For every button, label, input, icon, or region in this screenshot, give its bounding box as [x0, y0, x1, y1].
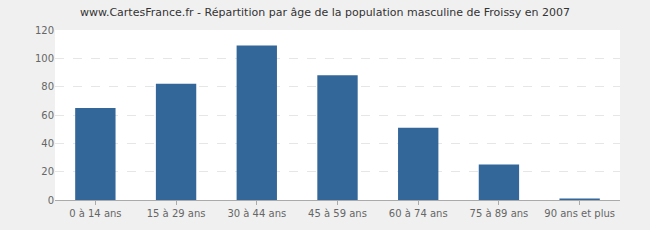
svg-text:60: 60: [41, 110, 54, 121]
svg-text:100: 100: [35, 53, 54, 64]
svg-text:15 à 29 ans: 15 à 29 ans: [147, 208, 206, 219]
svg-text:www.CartesFrance.fr - Répartit: www.CartesFrance.fr - Répartition par âg…: [80, 6, 570, 19]
svg-text:120: 120: [35, 25, 54, 36]
svg-text:30 à 44 ans: 30 à 44 ans: [227, 208, 286, 219]
svg-text:90 ans et plus: 90 ans et plus: [544, 208, 615, 219]
svg-text:80: 80: [41, 81, 54, 92]
svg-text:40: 40: [41, 138, 54, 149]
svg-text:0 à 14 ans: 0 à 14 ans: [69, 208, 121, 219]
svg-text:20: 20: [41, 166, 54, 177]
svg-text:75 à 89 ans: 75 à 89 ans: [470, 208, 529, 219]
svg-text:45 à 59 ans: 45 à 59 ans: [308, 208, 367, 219]
svg-text:0: 0: [48, 195, 54, 206]
svg-text:60 à 74 ans: 60 à 74 ans: [389, 208, 448, 219]
